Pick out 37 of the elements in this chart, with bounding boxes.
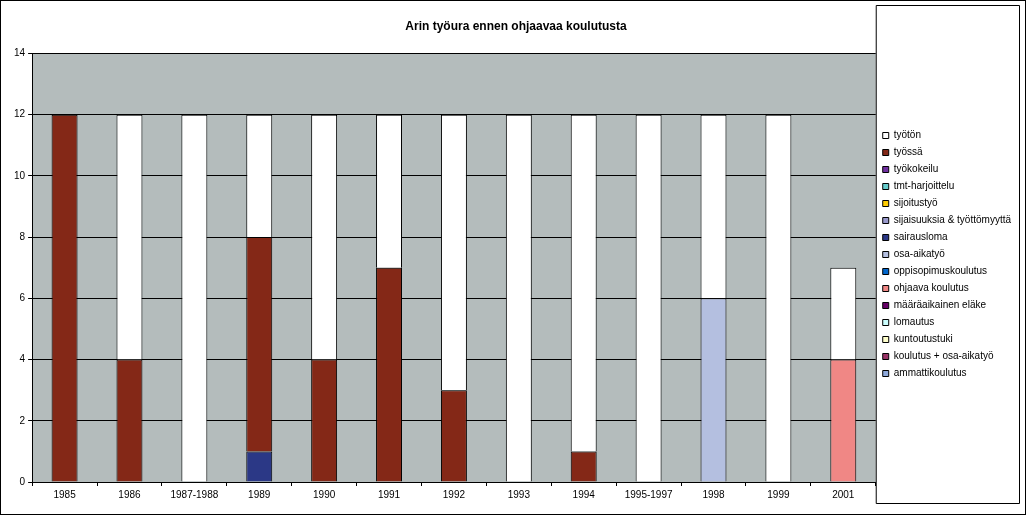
legend-label: koulutus + osa-aikatyö: [893, 350, 994, 362]
y-tick-label: 8: [19, 230, 26, 242]
y-tick-label: 2: [19, 414, 26, 426]
legend-label: työkokeilu: [893, 163, 939, 175]
x-tick-label: 1990: [313, 488, 336, 500]
x-tick-label: 1986: [118, 488, 142, 500]
x-tick-label: 1993: [507, 488, 531, 500]
legend-label: sairausloma: [893, 231, 949, 243]
x-tick-label: 1995-1997: [624, 488, 673, 500]
y-tick-label: 12: [14, 108, 26, 120]
x-tick-label: 1994: [572, 488, 596, 500]
x-tick-label: 1987-1988: [170, 488, 219, 500]
legend-label: työtön: [893, 129, 921, 141]
legend-label: määräaikainen eläke: [893, 299, 987, 311]
legend-label: työssä: [893, 146, 924, 158]
x-tick-label: 2001: [832, 488, 855, 500]
legend-label: ammattikoulutus: [893, 367, 967, 379]
legend-label: oppisopimuskoulutus: [893, 265, 988, 277]
x-tick-label: 1985: [53, 488, 77, 500]
x-tick-label: 1998: [702, 488, 726, 500]
y-tick-label: 4: [19, 353, 26, 365]
legend-label: ohjaava koulutus: [893, 282, 969, 294]
y-tick-label: 10: [14, 169, 26, 181]
legend-label: kuntoutustuki: [893, 333, 953, 345]
y-tick-label: 0: [19, 475, 26, 487]
x-tick-label: 1989: [248, 488, 271, 500]
legend-label: sijoitustyö: [893, 197, 939, 209]
x-tick-label: 1992: [442, 488, 466, 500]
legend-label: lomautus: [893, 316, 935, 328]
x-tick-label: 1991: [377, 488, 401, 500]
chart-title: Arin työura ennen ohjaavaa koulutusta: [405, 18, 628, 33]
legend-label: osa-aikatyö: [893, 248, 946, 260]
legend-label: tmt-harjoittelu: [893, 180, 955, 192]
legend-label: sijaisuuksia & työttömyyttä: [893, 214, 1012, 226]
y-tick-label: 6: [19, 292, 26, 304]
y-tick-label: 14: [14, 47, 26, 59]
x-tick-label: 1999: [767, 488, 790, 500]
